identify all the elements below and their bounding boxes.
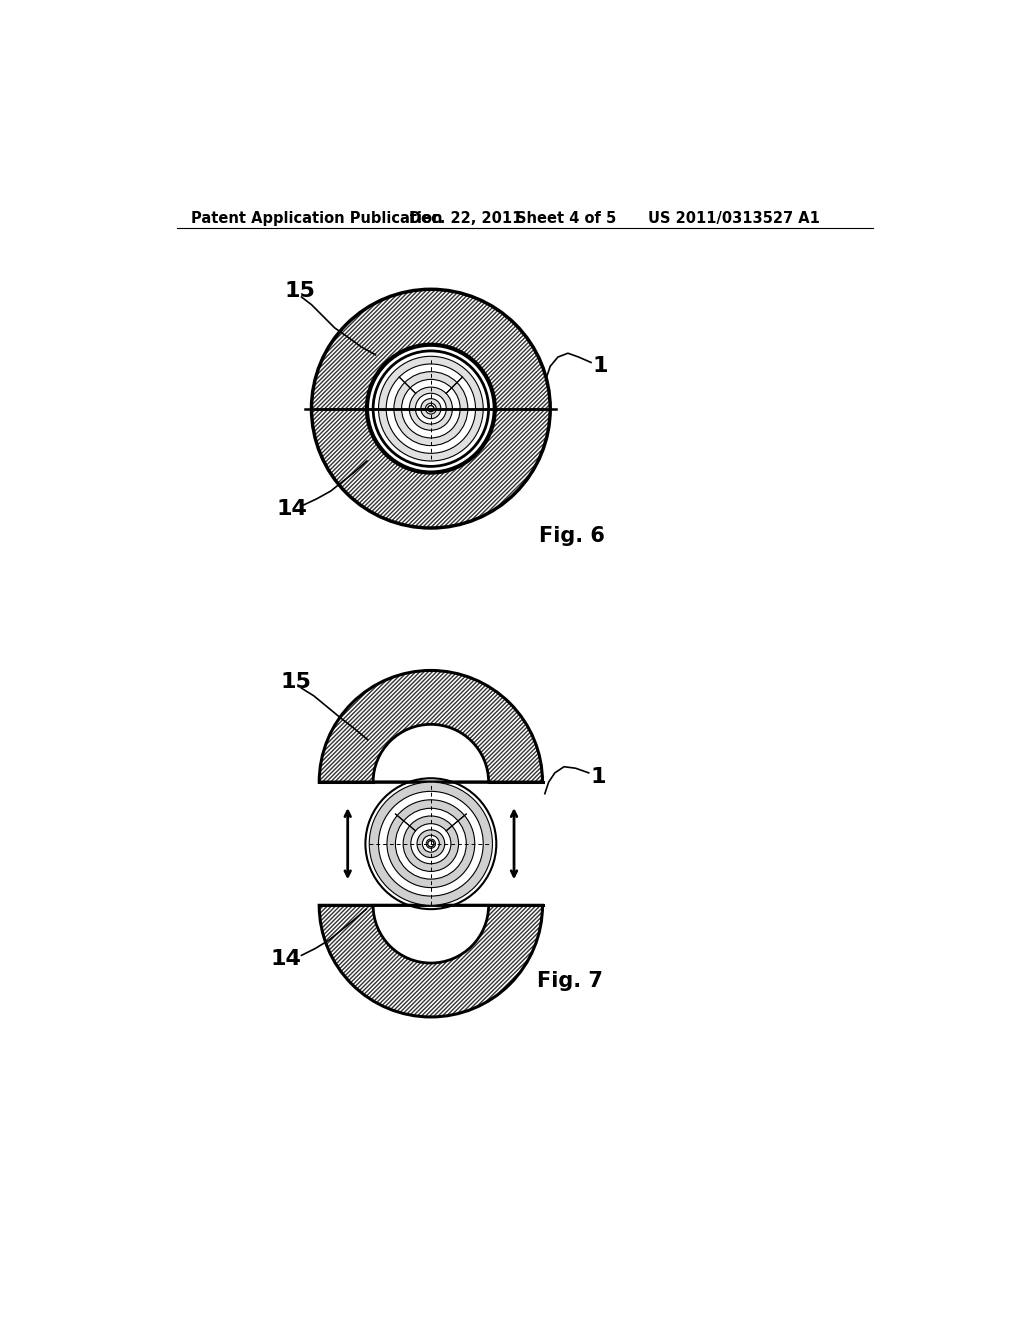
- Circle shape: [395, 808, 466, 879]
- Circle shape: [426, 840, 435, 849]
- Text: 14: 14: [270, 949, 302, 969]
- Text: 1: 1: [593, 356, 608, 376]
- Circle shape: [386, 364, 475, 453]
- Circle shape: [417, 830, 444, 858]
- Circle shape: [416, 393, 446, 424]
- Circle shape: [394, 372, 468, 446]
- Text: Fig. 6: Fig. 6: [539, 525, 604, 545]
- Text: Dec. 22, 2011: Dec. 22, 2011: [410, 211, 522, 226]
- Circle shape: [367, 345, 495, 473]
- Circle shape: [379, 792, 483, 896]
- Circle shape: [422, 836, 439, 853]
- Circle shape: [366, 779, 497, 909]
- Circle shape: [403, 816, 459, 871]
- Text: 14: 14: [276, 499, 308, 519]
- Circle shape: [311, 289, 550, 528]
- Circle shape: [370, 781, 493, 906]
- Wedge shape: [319, 906, 543, 1016]
- Circle shape: [421, 399, 441, 418]
- Circle shape: [428, 405, 434, 412]
- Circle shape: [410, 387, 453, 430]
- Text: 15: 15: [285, 281, 315, 301]
- Circle shape: [379, 356, 483, 461]
- Circle shape: [387, 800, 475, 887]
- Circle shape: [425, 404, 436, 414]
- Circle shape: [401, 379, 460, 438]
- Text: 1: 1: [590, 767, 606, 787]
- Text: 15: 15: [281, 672, 311, 692]
- Text: Fig. 7: Fig. 7: [538, 970, 603, 991]
- Wedge shape: [319, 671, 543, 781]
- Text: Patent Application Publication: Patent Application Publication: [190, 211, 442, 226]
- Circle shape: [411, 824, 451, 863]
- Text: US 2011/0313527 A1: US 2011/0313527 A1: [648, 211, 820, 226]
- Text: Sheet 4 of 5: Sheet 4 of 5: [515, 211, 615, 226]
- Wedge shape: [373, 725, 488, 781]
- Wedge shape: [373, 906, 488, 964]
- Circle shape: [428, 841, 434, 847]
